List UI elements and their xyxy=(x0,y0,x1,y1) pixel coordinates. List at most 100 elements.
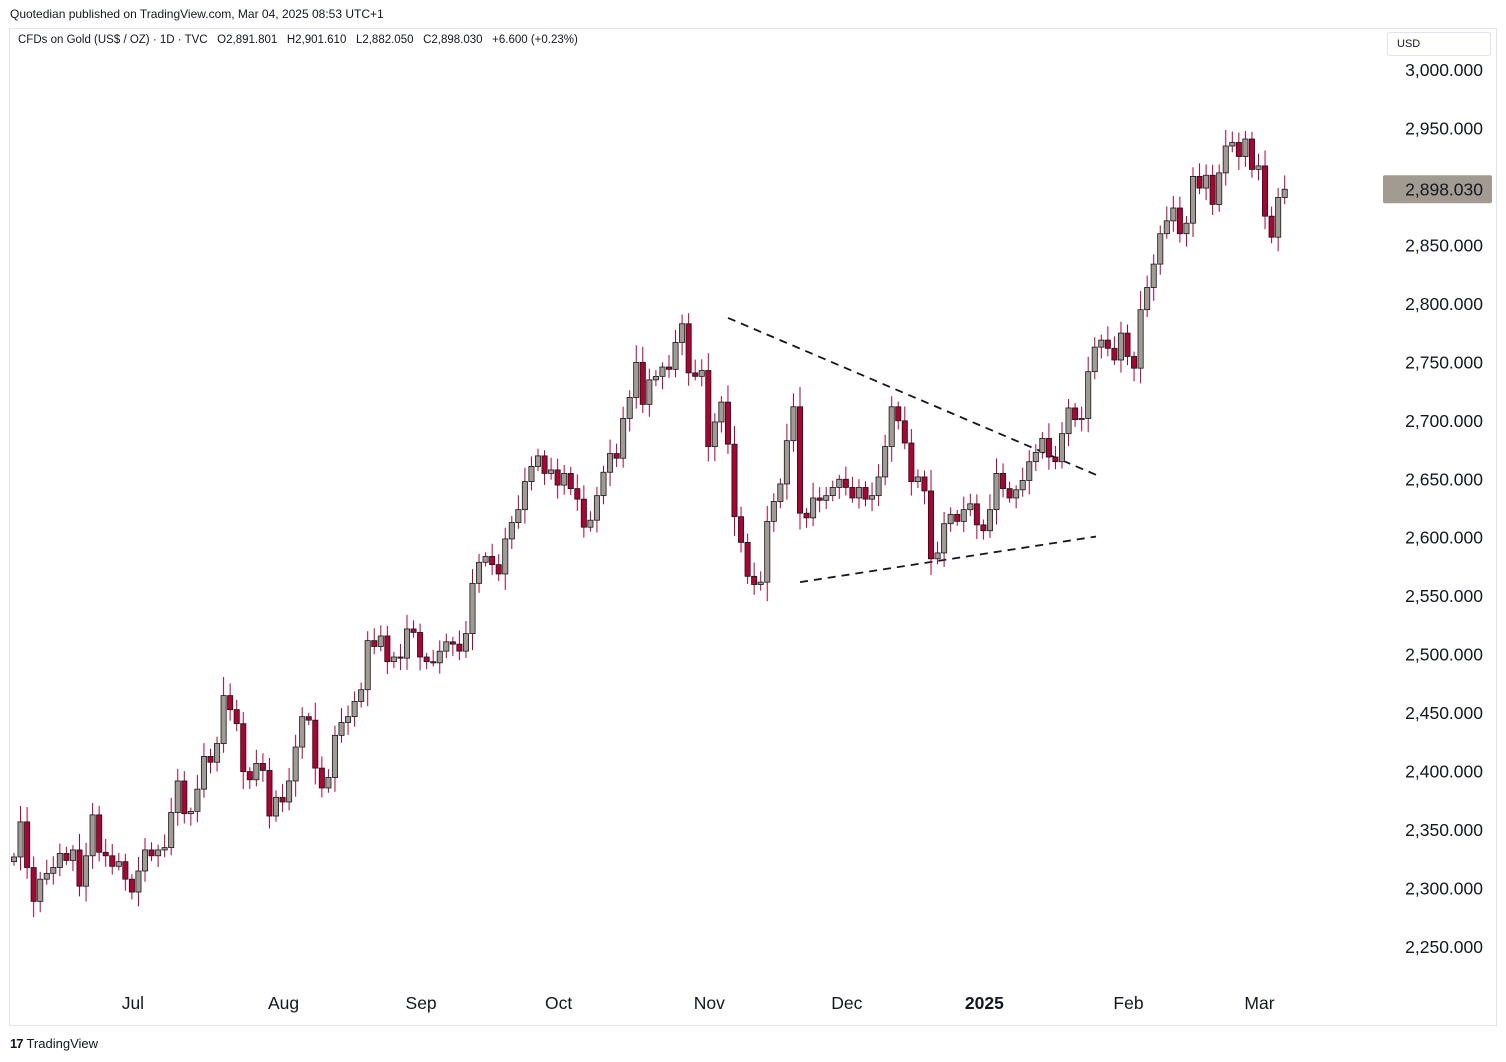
candle xyxy=(364,631,371,707)
candle xyxy=(76,833,83,897)
y-tick-label: 2,300.000 xyxy=(1405,879,1483,899)
candle xyxy=(849,476,856,503)
candle xyxy=(1163,206,1170,239)
candle-body xyxy=(849,487,856,499)
candle xyxy=(928,469,935,576)
y-tick-label: 2,700.000 xyxy=(1405,411,1483,431)
candle xyxy=(941,512,948,567)
candle xyxy=(292,734,299,797)
candle xyxy=(1072,403,1079,427)
candle-body xyxy=(587,519,594,528)
candle-body xyxy=(410,628,417,633)
candle-body xyxy=(187,810,194,815)
candle-body xyxy=(777,483,784,502)
candle xyxy=(102,839,109,867)
y-tick-label: 2,550.000 xyxy=(1405,586,1483,606)
candle xyxy=(174,768,181,826)
candle xyxy=(1078,406,1085,432)
candle-body xyxy=(875,476,882,497)
candle xyxy=(1196,163,1203,195)
candle xyxy=(639,346,646,413)
candle xyxy=(1000,463,1007,498)
candle xyxy=(1098,334,1105,359)
candle-body xyxy=(128,878,135,893)
candle-body xyxy=(718,401,725,423)
candle-body xyxy=(76,849,83,887)
candle-body xyxy=(1144,287,1151,311)
candle xyxy=(1019,467,1026,497)
candle xyxy=(24,807,31,879)
candle xyxy=(908,429,915,496)
candle-body xyxy=(1111,347,1118,361)
candle xyxy=(305,712,312,726)
candle xyxy=(502,527,509,590)
candle xyxy=(384,625,391,675)
candle-body xyxy=(1216,172,1223,205)
candle-body xyxy=(325,777,332,789)
candle-body xyxy=(698,370,705,377)
candle-body xyxy=(842,478,849,488)
candle xyxy=(377,625,384,652)
y-tick-label: 2,800.000 xyxy=(1405,294,1483,314)
candle xyxy=(122,853,129,891)
last-price-badge xyxy=(1383,175,1492,204)
legend-low: L2,882.050 xyxy=(355,34,414,46)
chart-frame xyxy=(9,28,1497,1026)
x-tick-label: Mar xyxy=(1244,993,1274,1013)
y-tick-label: 2,950.000 xyxy=(1405,118,1483,138)
candle xyxy=(469,569,476,651)
candle-body xyxy=(279,796,286,803)
candle-body xyxy=(829,487,836,497)
candle xyxy=(325,769,332,793)
candle-body xyxy=(443,641,450,652)
candle xyxy=(934,541,941,565)
candle-body xyxy=(620,418,627,459)
candle-body xyxy=(1117,332,1124,361)
y-tick-label: 2,400.000 xyxy=(1405,762,1483,782)
candle-body xyxy=(685,323,692,374)
candle xyxy=(436,640,443,674)
candle xyxy=(489,543,496,575)
candle xyxy=(476,553,483,593)
candle-body xyxy=(469,582,476,635)
candle-body xyxy=(1026,461,1033,481)
candle-body xyxy=(1078,418,1085,421)
y-tick-label: 2,350.000 xyxy=(1405,820,1483,840)
candle xyxy=(83,842,90,902)
candle-body xyxy=(417,632,424,658)
legend-close: C2,898.030 xyxy=(423,34,483,46)
candle-body xyxy=(1006,488,1013,499)
y-tick-label: 2,750.000 xyxy=(1405,352,1483,372)
candle xyxy=(345,705,352,735)
candle-body xyxy=(508,522,515,540)
candle-body xyxy=(1190,176,1197,224)
candle-body xyxy=(17,821,24,858)
candle xyxy=(875,464,882,507)
candle xyxy=(37,871,44,913)
candle xyxy=(1248,131,1255,178)
candle-body xyxy=(194,788,201,812)
tradingview-logo[interactable]: 17 TradingView xyxy=(10,1036,98,1051)
candle-body xyxy=(403,628,410,659)
candle-body xyxy=(489,556,496,566)
candle xyxy=(633,345,640,409)
currency-selector[interactable]: USD xyxy=(1387,32,1491,56)
candle-body xyxy=(1183,222,1190,235)
candle-body xyxy=(161,847,168,851)
candle xyxy=(115,852,122,871)
candle-body xyxy=(692,372,699,377)
candle-body xyxy=(364,640,371,691)
candle xyxy=(1203,164,1210,201)
candle-body xyxy=(83,855,90,887)
candle xyxy=(1222,129,1229,186)
candle xyxy=(109,844,116,875)
candle xyxy=(1170,195,1177,232)
tradingview-brand: TradingView xyxy=(26,1036,99,1051)
candle-body xyxy=(928,490,935,560)
candle-body xyxy=(862,487,869,500)
candle-body xyxy=(941,523,948,554)
candle-body xyxy=(836,478,843,488)
candle-body xyxy=(600,471,607,497)
candle xyxy=(797,386,804,530)
